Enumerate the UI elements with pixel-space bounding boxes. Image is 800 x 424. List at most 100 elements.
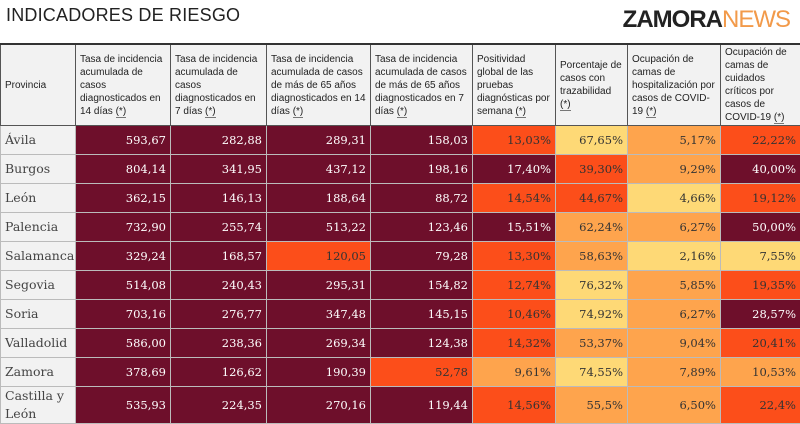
footnote-link[interactable]: (*) (397, 106, 408, 118)
value-cell: 4,66% (628, 184, 721, 213)
value-cell: 126,62 (171, 358, 267, 387)
province-cell: Castilla y León (1, 387, 76, 424)
value-cell: 22,4% (721, 387, 800, 424)
province-cell: Zamora (1, 358, 76, 387)
value-cell: 514,08 (76, 271, 171, 300)
column-header-label: Tasa de incidencia acumulada de casos de… (271, 54, 366, 117)
value-cell: 74,92% (556, 300, 628, 329)
value-cell: 804,14 (76, 155, 171, 184)
value-cell: 341,95 (171, 155, 267, 184)
value-cell: 535,93 (76, 387, 171, 424)
column-header-label: Positividad global de las pruebas diagnó… (477, 54, 550, 117)
column-header-label: Provincia (5, 80, 46, 91)
zamora-news-watermark: ZAMORANEWS (623, 6, 790, 34)
value-cell: 5,85% (628, 271, 721, 300)
value-cell: 50,00% (721, 213, 800, 242)
value-cell: 19,35% (721, 271, 800, 300)
footnote-link[interactable]: (*) (293, 106, 304, 118)
province-cell: Palencia (1, 213, 76, 242)
value-cell: 76,32% (556, 271, 628, 300)
watermark-part1: ZAMORA (623, 6, 722, 33)
value-cell: 255,74 (171, 213, 267, 242)
province-cell: León (1, 184, 76, 213)
value-cell: 14,54% (473, 184, 556, 213)
value-cell: 295,31 (267, 271, 371, 300)
value-cell: 154,82 (371, 271, 473, 300)
column-header: Tasa de incidencia acumulada de casos de… (371, 44, 473, 126)
column-header: Porcentaje de casos con trazabilidad (*) (556, 44, 628, 126)
value-cell: 190,39 (267, 358, 371, 387)
value-cell: 40,00% (721, 155, 800, 184)
value-cell: 238,36 (171, 329, 267, 358)
value-cell: 593,67 (76, 126, 171, 155)
value-cell: 513,22 (267, 213, 371, 242)
value-cell: 120,05 (267, 242, 371, 271)
value-cell: 53,37% (556, 329, 628, 358)
value-cell: 12,74% (473, 271, 556, 300)
column-header-label: Ocupación de camas de hospitalización po… (632, 54, 715, 117)
value-cell: 14,32% (473, 329, 556, 358)
value-cell: 282,88 (171, 126, 267, 155)
column-header: Positividad global de las pruebas diagnó… (473, 44, 556, 126)
value-cell: 15,51% (473, 213, 556, 242)
value-cell: 10,53% (721, 358, 800, 387)
column-header: Tasa de incidencia acumulada de casos di… (171, 44, 267, 126)
footnote-link[interactable]: (*) (515, 106, 526, 118)
footnote-link[interactable]: (*) (116, 106, 127, 118)
value-cell: 13,30% (473, 242, 556, 271)
column-header-label: Tasa de incidencia acumulada de casos de… (375, 54, 467, 117)
column-header: Ocupación de camas de cuidados críticos … (721, 44, 800, 126)
value-cell: 2,16% (628, 242, 721, 271)
risk-indicators-table: Provincia Tasa de incidencia acumulada de… (0, 43, 800, 424)
column-header: Tasa de incidencia acumulada de casos di… (76, 44, 171, 126)
value-cell: 7,89% (628, 358, 721, 387)
value-cell: 270,16 (267, 387, 371, 424)
province-cell: Segovia (1, 271, 76, 300)
province-cell: Ávila (1, 126, 76, 155)
value-cell: 378,69 (76, 358, 171, 387)
footnote-link[interactable]: (*) (774, 112, 785, 124)
value-cell: 5,17% (628, 126, 721, 155)
value-cell: 10,46% (473, 300, 556, 329)
value-cell: 6,50% (628, 387, 721, 424)
value-cell: 347,48 (267, 300, 371, 329)
value-cell: 74,55% (556, 358, 628, 387)
column-header-label: Porcentaje de casos con trazabilidad (560, 60, 622, 97)
footnote-link[interactable]: (*) (205, 106, 216, 118)
value-cell: 119,44 (371, 387, 473, 424)
value-cell: 22,22% (721, 126, 800, 155)
value-cell: 28,57% (721, 300, 800, 329)
value-cell: 437,12 (267, 155, 371, 184)
value-cell: 9,04% (628, 329, 721, 358)
column-header: Provincia (1, 44, 76, 126)
value-cell: 58,63% (556, 242, 628, 271)
value-cell: 703,16 (76, 300, 171, 329)
value-cell: 44,67% (556, 184, 628, 213)
value-cell: 88,72 (371, 184, 473, 213)
value-cell: 168,57 (171, 242, 267, 271)
value-cell: 14,56% (473, 387, 556, 424)
value-cell: 6,27% (628, 213, 721, 242)
watermark-part2: NEWS (722, 6, 790, 33)
value-cell: 9,61% (473, 358, 556, 387)
footnote-link[interactable]: (*) (560, 99, 571, 111)
footnote-link[interactable]: (*) (646, 106, 657, 118)
value-cell: 6,27% (628, 300, 721, 329)
value-cell: 9,29% (628, 155, 721, 184)
table-header-row: Provincia Tasa de incidencia acumulada de… (1, 44, 800, 126)
value-cell: 39,30% (556, 155, 628, 184)
value-cell: 123,46 (371, 213, 473, 242)
page-title: INDICADORES DE RIESGO (6, 5, 240, 26)
value-cell: 17,40% (473, 155, 556, 184)
value-cell: 329,24 (76, 242, 171, 271)
value-cell: 7,55% (721, 242, 800, 271)
value-cell: 124,38 (371, 329, 473, 358)
value-cell: 62,24% (556, 213, 628, 242)
